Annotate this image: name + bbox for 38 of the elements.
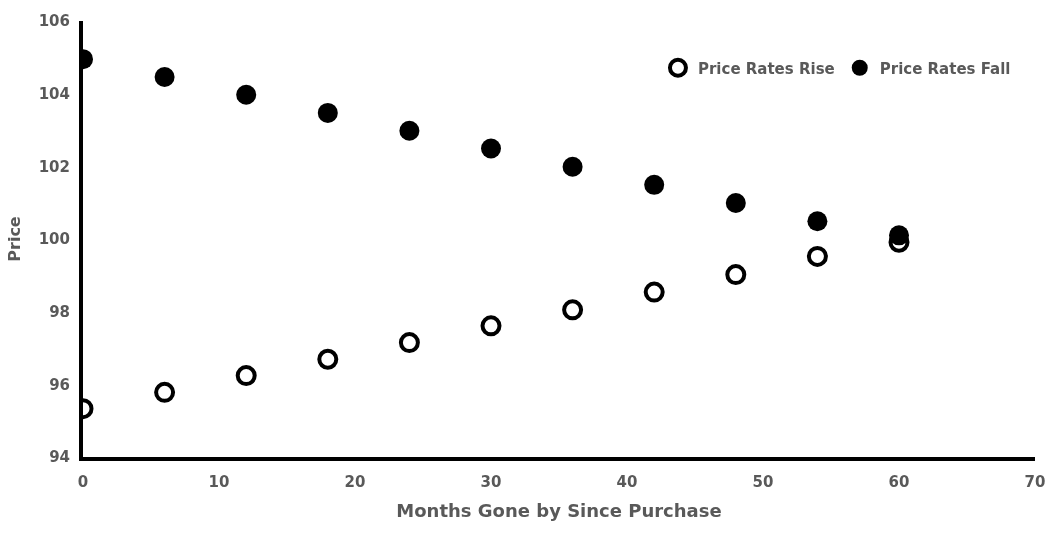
y-tick-label: 104	[38, 84, 70, 103]
y-tick-label: 94	[49, 448, 70, 467]
point	[644, 174, 665, 195]
legend-label: Price Rates Rise	[697, 59, 835, 78]
point	[154, 381, 176, 403]
point	[725, 264, 747, 286]
point	[643, 281, 665, 303]
point	[889, 225, 909, 246]
point	[398, 332, 420, 354]
point	[480, 315, 502, 337]
point	[154, 66, 175, 87]
y-tick-label: 106	[38, 12, 70, 31]
x-tick-label: 30	[480, 473, 502, 491]
point	[806, 245, 828, 267]
legend-label: Price Rates Fall	[879, 59, 1011, 78]
point	[317, 102, 338, 123]
x-tick-label: 70	[1024, 473, 1046, 491]
point	[725, 193, 746, 214]
point	[481, 138, 501, 159]
point	[562, 299, 584, 321]
point	[807, 211, 828, 232]
y-tick-label: 102	[38, 157, 70, 176]
point	[317, 348, 339, 370]
x-tick-label: 50	[752, 473, 774, 491]
x-tick-label: 60	[888, 473, 910, 491]
x-tick-label: 10	[208, 473, 230, 491]
x-tick-label: 0	[77, 473, 89, 491]
y-tick-label: 100	[38, 230, 70, 249]
point	[235, 365, 257, 387]
y-tick-label: 98	[49, 302, 70, 321]
y-axis-title: Price	[5, 216, 25, 262]
point	[399, 120, 420, 141]
point	[236, 84, 257, 105]
y-tick-label: 96	[49, 375, 70, 394]
x-axis-title: Months Gone by Since Purchase	[396, 499, 722, 521]
point	[562, 156, 583, 177]
x-tick-label: 20	[344, 473, 366, 491]
x-tick-label: 40	[616, 473, 638, 491]
